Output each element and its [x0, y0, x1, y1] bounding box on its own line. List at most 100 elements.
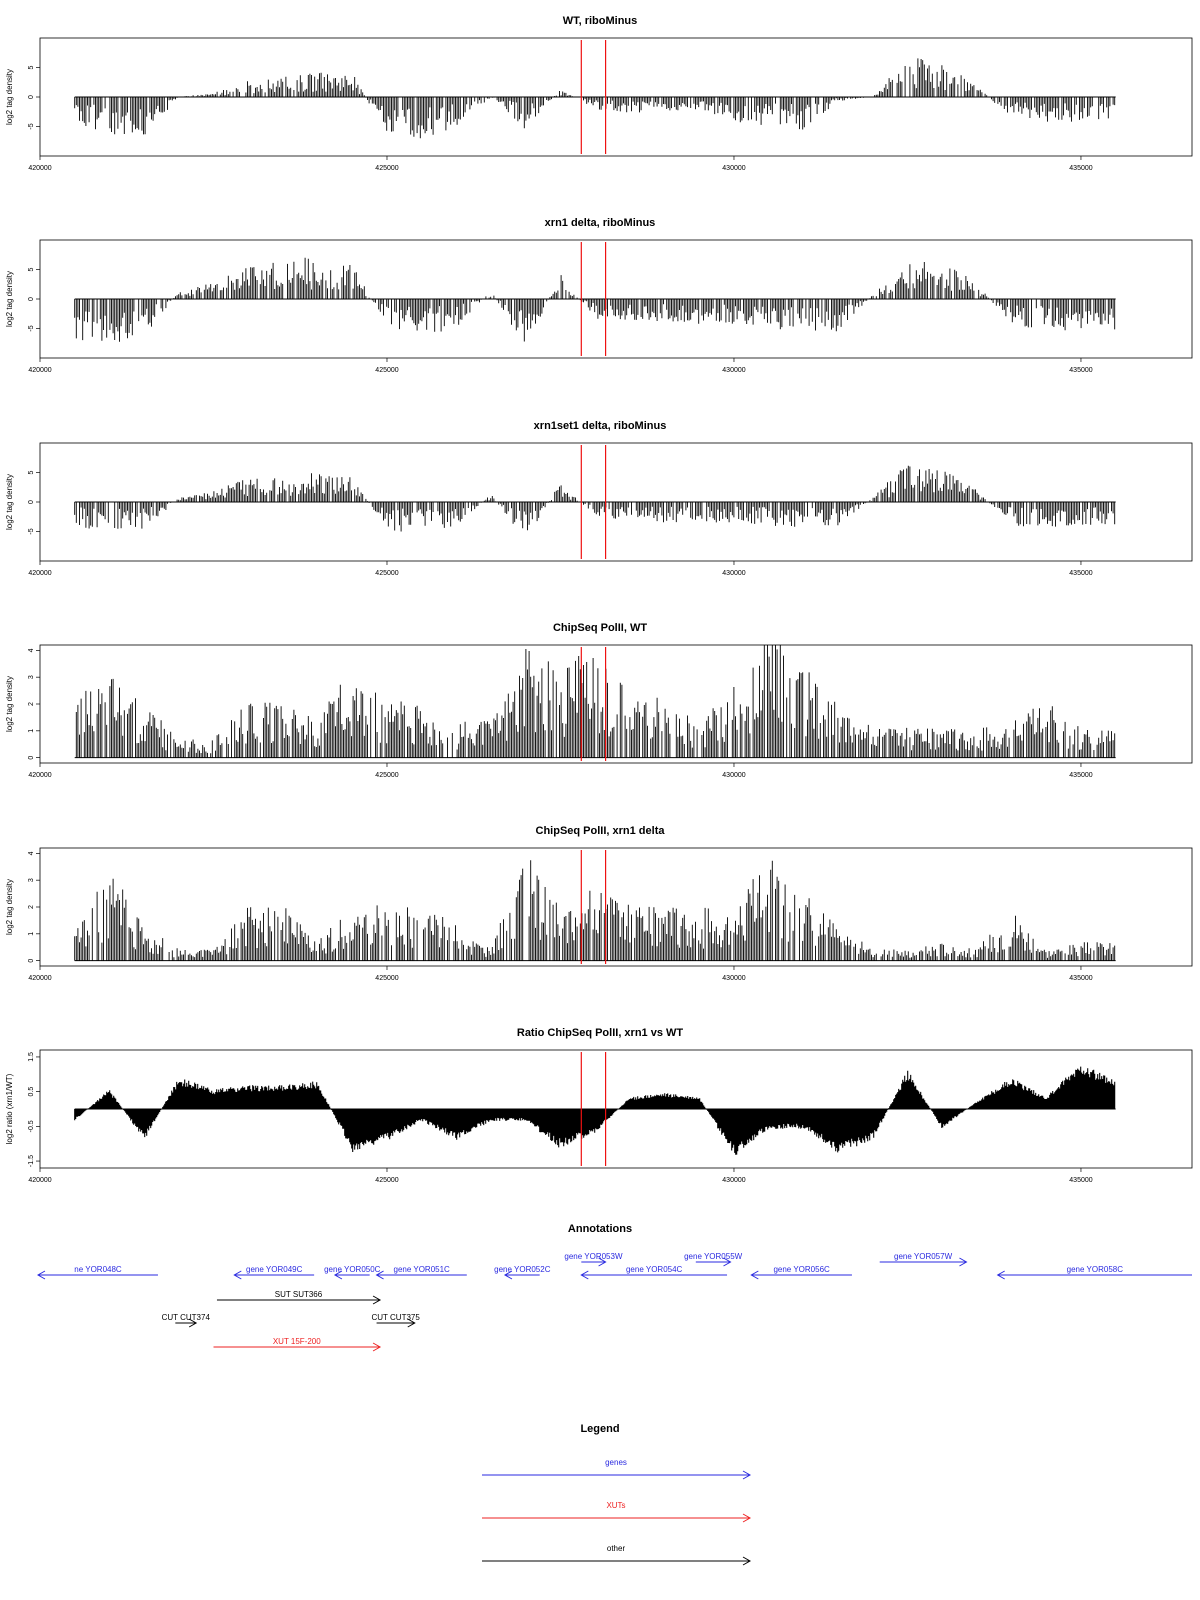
- y-tick-label: 1: [28, 729, 35, 733]
- x-tick-label: 430000: [722, 975, 745, 982]
- panel-title: Ratio ChipSeq PolII, xrn1 vs WT: [517, 1027, 684, 1039]
- y-tick-label: 5: [28, 65, 35, 69]
- track-panel-6: Ratio ChipSeq PolII, xrn1 vs WT log2 rati…: [5, 1027, 1193, 1184]
- y-axis-label: log2 tag density: [5, 676, 14, 732]
- legend-label: XUTs: [606, 1501, 625, 1510]
- x-tick-label: 425000: [375, 1177, 398, 1184]
- feature-arrowhead: [959, 1257, 968, 1267]
- x-tick-label: 425000: [375, 367, 398, 374]
- x-tick-label: 435000: [1069, 367, 1092, 374]
- signal-bars: [74, 860, 1116, 961]
- track-panel-3: xrn1set1 delta, riboMinus log2 tag densit…: [5, 420, 1193, 577]
- feature-arrowhead: [372, 1342, 382, 1352]
- x-tick-label: 435000: [1069, 975, 1092, 982]
- track-panel-2: xrn1 delta, riboMinus log2 tag density -5 0…: [5, 217, 1193, 374]
- signal-bars: [74, 58, 1116, 139]
- track-panels: WT, riboMinus log2 tag density -5 0 5 420000 4…: [5, 15, 1193, 1184]
- feature-gene-yor055w: gene YOR055W: [684, 1252, 743, 1267]
- signal-bars: [74, 465, 1116, 532]
- feature-label: gene YOR049C: [246, 1265, 303, 1274]
- legend-label: genes: [605, 1458, 627, 1467]
- y-axis-label: log2 tag density: [5, 69, 14, 125]
- y-axis-label: log2 tag density: [5, 474, 14, 530]
- feature-gene-yor056c: gene YOR056C: [750, 1265, 852, 1280]
- plot-frame: [39, 644, 1193, 764]
- x-tick-label: 435000: [1069, 570, 1092, 577]
- x-tick-label: 425000: [375, 570, 398, 577]
- track-panel-5: ChipSeq PolII, xrn1 delta log2 tag densit…: [5, 825, 1193, 982]
- x-tick-label: 420000: [28, 367, 51, 374]
- y-tick-label: -1.5: [28, 1155, 35, 1167]
- y-tick-label: 3: [28, 878, 35, 882]
- feature-arrowhead: [580, 1270, 589, 1280]
- feature-gene-yor058c: gene YOR058C: [996, 1265, 1192, 1280]
- x-tick-label: 420000: [28, 570, 51, 577]
- feature-gene-yor054c: gene YOR054C: [580, 1265, 728, 1280]
- plot-frame: [39, 1049, 1193, 1169]
- x-tick-label: 430000: [722, 367, 745, 374]
- legend-entry-genes: genes: [482, 1458, 752, 1480]
- feature-label: gene YOR051C: [394, 1265, 451, 1274]
- panel-title: ChipSeq PolII, xrn1 delta: [536, 825, 666, 837]
- y-tick-label: -5: [28, 325, 35, 331]
- panel-title: xrn1 delta, riboMinus: [545, 217, 656, 229]
- feature-gene-yor052c: gene YOR052C: [494, 1265, 551, 1280]
- signal-bars: [75, 645, 1116, 758]
- y-tick-label: 3: [28, 675, 35, 679]
- feature-label: XUT 15F-200: [273, 1337, 321, 1346]
- x-tick-label: 420000: [28, 1177, 51, 1184]
- feature-gene-yor049c: gene YOR049C: [233, 1265, 315, 1280]
- legend-entry-xuts: XUTs: [482, 1501, 752, 1523]
- panel-title: xrn1set1 delta, riboMinus: [534, 420, 667, 432]
- feature-sut-sut366: SUT SUT366: [216, 1290, 382, 1305]
- feature-xut-15f-200: XUT 15F-200: [213, 1337, 382, 1352]
- y-tick-label: 5: [28, 267, 35, 271]
- feature-label: CUT CUT374: [162, 1313, 211, 1322]
- feature-arrowhead: [407, 1318, 416, 1328]
- y-tick-label: 4: [28, 851, 35, 855]
- feature-arrowhead: [598, 1257, 607, 1267]
- y-axis-label: log2 tag density: [5, 879, 14, 935]
- feature-arrowhead: [36, 1270, 46, 1280]
- y-tick-label: 1.5: [28, 1052, 35, 1062]
- y-tick-label: 4: [28, 648, 35, 652]
- legend-entry-other: other: [482, 1544, 752, 1566]
- feature-arrowhead: [503, 1270, 513, 1280]
- y-tick-label: 0: [28, 756, 35, 760]
- feature-cut-cut375: CUT CUT375: [372, 1313, 420, 1328]
- feature-label: SUT SUT366: [275, 1290, 323, 1299]
- feature-label: gene YOR057W: [894, 1252, 953, 1261]
- y-tick-label: 2: [28, 702, 35, 706]
- y-tick-label: -5: [28, 528, 35, 534]
- feature-label: ne YOR048C: [74, 1265, 122, 1274]
- y-tick-label: 0: [28, 297, 35, 301]
- y-tick-label: 5: [28, 470, 35, 474]
- feature-gene-yor050c: gene YOR050C: [324, 1265, 381, 1280]
- y-tick-label: -0.5: [28, 1120, 35, 1132]
- legend-arrowhead: [742, 1470, 752, 1480]
- y-tick-label: 0: [28, 500, 35, 504]
- x-tick-label: 420000: [28, 975, 51, 982]
- track-panel-1: WT, riboMinus log2 tag density -5 0 5 420000 4…: [5, 15, 1193, 172]
- panel-title: WT, riboMinus: [563, 15, 638, 27]
- x-tick-label: 435000: [1069, 165, 1092, 172]
- y-tick-label: 0.5: [28, 1087, 35, 1097]
- feature-label: gene YOR050C: [324, 1265, 381, 1274]
- x-tick-label: 435000: [1069, 1177, 1092, 1184]
- legend-title: Legend: [580, 1423, 619, 1435]
- legend-label: other: [607, 1544, 626, 1553]
- y-tick-label: 0: [28, 95, 35, 99]
- annotation-title: Annotations: [568, 1223, 632, 1235]
- x-tick-label: 420000: [28, 772, 51, 779]
- annotation-track: Annotations ne YOR048C gene YOR049C gene Y…: [36, 1223, 1192, 1352]
- signal-bars: [74, 1066, 1116, 1155]
- x-tick-label: 425000: [375, 165, 398, 172]
- feature-gene-yor057w: gene YOR057W: [879, 1252, 968, 1267]
- feature-ne-yor048c: ne YOR048C: [36, 1265, 158, 1280]
- y-axis-label: log2 ratio (xrn1/WT): [5, 1073, 14, 1144]
- feature-label: gene YOR054C: [626, 1265, 683, 1274]
- feature-label: gene YOR053W: [564, 1252, 623, 1261]
- x-tick-label: 430000: [722, 772, 745, 779]
- y-axis-label: log2 tag density: [5, 271, 14, 327]
